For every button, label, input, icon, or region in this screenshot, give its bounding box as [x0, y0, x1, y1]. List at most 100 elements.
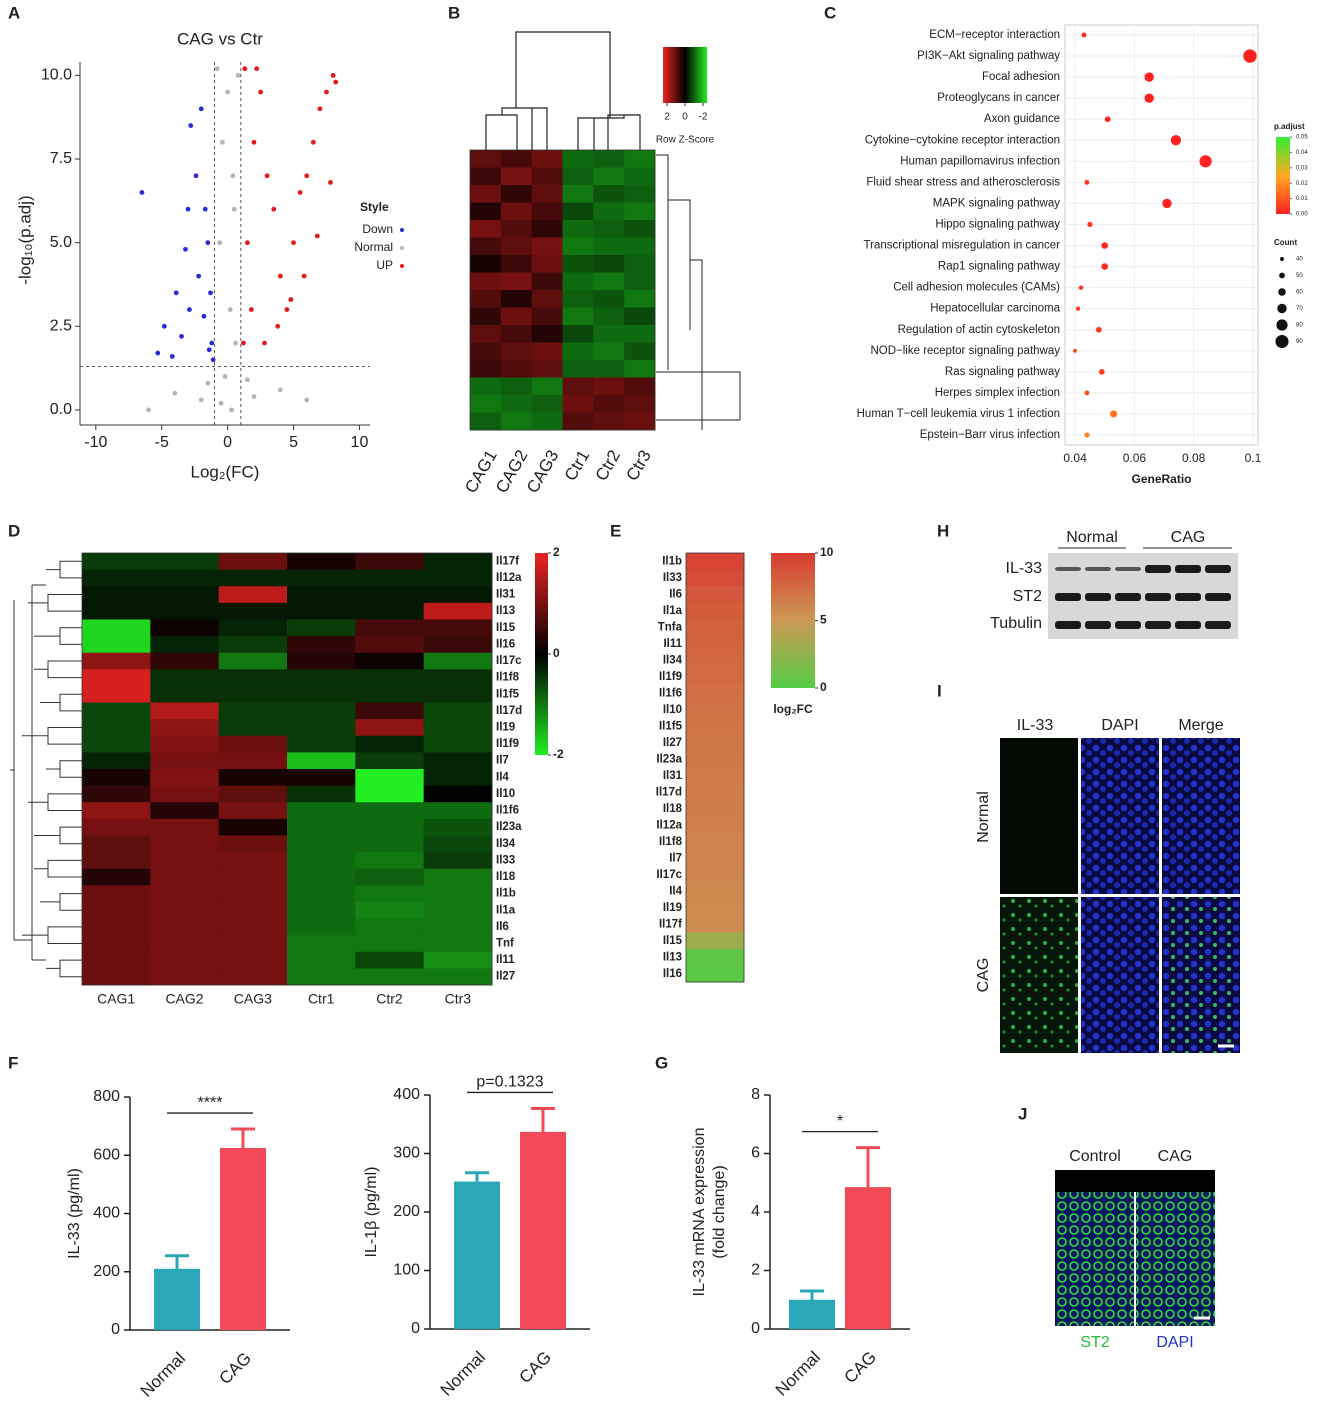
heatmap-cell: [470, 202, 502, 221]
heatmap-cell: [562, 307, 594, 326]
colorbar-tick-label: 0.00: [1296, 212, 1308, 218]
dot: [1081, 32, 1087, 38]
heatmap-cell: [624, 167, 656, 186]
heatmap-cell: [562, 220, 594, 238]
heatmap-cell: [287, 935, 356, 953]
heatmap-cell: [287, 752, 356, 770]
point: [183, 246, 188, 252]
heatmap-cell: [82, 702, 151, 720]
heatmap-cell: [287, 769, 356, 787]
heatmap-cell: [531, 342, 563, 361]
heatmap-cell: [470, 220, 502, 238]
point: [185, 206, 191, 212]
point: [161, 323, 167, 329]
point: [198, 397, 204, 403]
heatmap-cell: [150, 619, 220, 637]
heatmap-cell: [562, 150, 594, 168]
point: [219, 139, 225, 145]
column-label: CAG1: [97, 991, 135, 1007]
y-tick-label: NOD−like receptor signaling pathway: [870, 345, 1060, 357]
heatmap-cell: [562, 167, 594, 186]
row-label: Il31: [663, 770, 683, 782]
heatmap-cell: [562, 412, 594, 431]
row-label: Il6: [496, 921, 509, 933]
micrograph: [1162, 897, 1240, 1053]
heatmap-cell: [624, 307, 656, 326]
heatmap-cell: [150, 669, 220, 687]
heatmap-cell: [686, 685, 745, 702]
x-tick-label: -10: [84, 434, 107, 451]
dot: [1199, 155, 1212, 168]
heatmap-cell: [218, 918, 288, 936]
y-axis-label: IL-1β (pg/ml): [363, 1167, 380, 1258]
heatmap-cell: [218, 769, 288, 787]
point: [301, 273, 307, 279]
bar: [220, 1147, 266, 1330]
x-tick-label: 5: [289, 434, 298, 451]
heatmap-cell: [531, 237, 563, 256]
heatmap-cell: [423, 802, 493, 820]
heatmap-cell: [423, 553, 493, 571]
y-tick-label: Human T−cell leukemia virus 1 infection: [857, 408, 1060, 420]
point: [193, 173, 199, 179]
bar: [520, 1131, 566, 1329]
heatmap-cell: [218, 702, 288, 720]
y-tick-label: 300: [393, 1145, 420, 1162]
heatmap-cell: [218, 636, 288, 654]
y-tick-label: MAPK signaling pathway: [933, 197, 1060, 209]
heatmap-cell: [686, 635, 745, 653]
heatmap-cell: [423, 769, 493, 787]
panel-letter: F: [8, 1053, 18, 1072]
heatmap-cell: [470, 150, 502, 168]
heatmap-cell: [423, 735, 493, 753]
heatmap-cell: [355, 885, 425, 903]
micrograph: [1055, 1170, 1134, 1326]
dot: [1104, 116, 1111, 123]
colorbar-tick-label: 2: [664, 112, 670, 123]
heatmap-cell: [82, 835, 151, 853]
heatmap-cell: [686, 553, 745, 570]
row-label: Il33: [663, 572, 682, 584]
row-label: Il27: [496, 971, 515, 983]
heatmap-cell: [624, 342, 656, 361]
legend-title: p.adjust: [1274, 122, 1305, 131]
heatmap-cell: [500, 325, 533, 343]
heatmap-cell: [287, 735, 356, 753]
y-tick-label: 600: [93, 1146, 120, 1163]
column-label: CAG3: [234, 991, 272, 1007]
row-label: Tnfa: [658, 621, 683, 633]
point: [146, 407, 151, 413]
colorbar-tick-label: 10: [820, 545, 834, 559]
heatmap-cell: [82, 901, 151, 919]
heatmap-cell: [593, 237, 625, 256]
x-tick-label: CAG: [516, 1348, 555, 1387]
heatmap-cell: [355, 602, 425, 620]
heatmap-cell: [82, 602, 151, 620]
x-axis-label: GeneRatio: [1131, 472, 1191, 486]
row-label: Il34: [663, 654, 683, 666]
column-label: Ctr3: [445, 991, 472, 1007]
dot: [1075, 306, 1081, 311]
heatmap-cell: [531, 150, 563, 168]
size-legend-marker: [1278, 288, 1286, 296]
heatmap-frame: [81, 552, 493, 986]
heatmap-cell: [218, 802, 288, 820]
heatmap-cell: [287, 785, 356, 803]
heatmap-cell: [470, 377, 502, 396]
point: [202, 206, 208, 212]
heatmap-cell: [593, 290, 625, 308]
size-legend-label: 80: [1296, 323, 1303, 329]
x-tick-label: 0: [223, 434, 232, 451]
heatmap-cell: [82, 968, 151, 986]
heatmap-cell: [355, 685, 425, 703]
size-legend-label: 40: [1296, 257, 1303, 263]
heatmap-cell: [624, 395, 656, 413]
blot-group: Normal: [1066, 529, 1118, 546]
heatmap-cell: [150, 752, 220, 770]
micrograph-background: [1055, 1170, 1215, 1192]
heatmap-cell: [423, 852, 493, 870]
colorbar-tick-label: 0.01: [1296, 196, 1308, 202]
dendrogram: [485, 31, 641, 150]
y-tick-label: Cytokine−cytokine receptor interaction: [865, 134, 1060, 146]
